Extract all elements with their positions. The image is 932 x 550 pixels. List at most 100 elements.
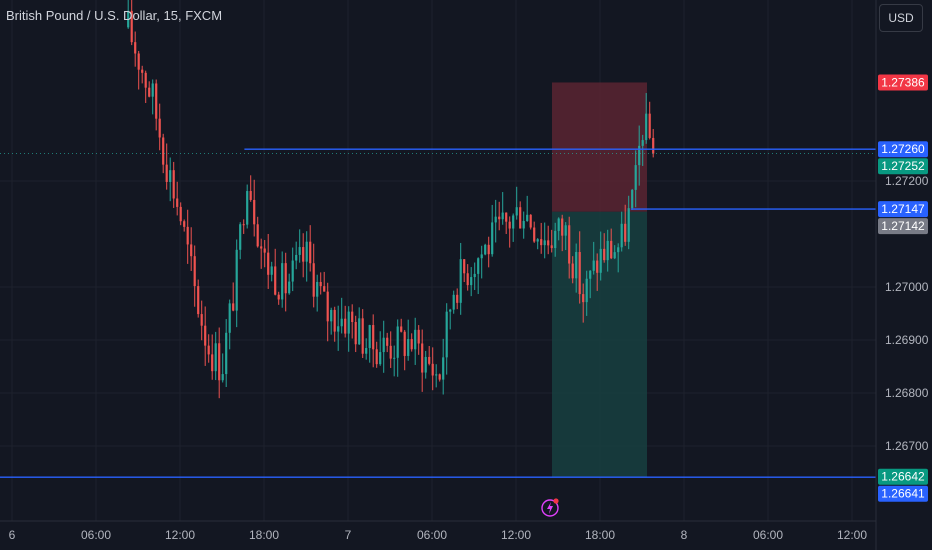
candle[interactable] <box>200 300 203 341</box>
candle[interactable] <box>627 195 630 250</box>
candle[interactable] <box>274 248 277 296</box>
horizontal-lines[interactable] <box>0 148 876 478</box>
candle[interactable] <box>575 243 578 293</box>
candle[interactable] <box>414 317 417 365</box>
candle[interactable] <box>561 214 564 252</box>
candle[interactable] <box>246 184 249 229</box>
candle[interactable] <box>295 241 298 270</box>
candle[interactable] <box>277 291 280 305</box>
candle[interactable] <box>260 238 263 269</box>
candle[interactable] <box>459 242 462 315</box>
candle[interactable] <box>316 274 319 312</box>
candle[interactable] <box>158 103 161 151</box>
candle[interactable] <box>386 332 389 353</box>
candle[interactable] <box>494 199 497 243</box>
candle[interactable] <box>638 125 641 186</box>
candle[interactable] <box>585 270 588 316</box>
candle[interactable] <box>319 272 322 295</box>
candle[interactable] <box>554 222 557 257</box>
candle[interactable] <box>214 331 217 381</box>
currency-button[interactable]: USD <box>879 4 923 32</box>
candle[interactable] <box>424 350 427 379</box>
candle[interactable] <box>235 239 238 328</box>
candle[interactable] <box>613 245 616 260</box>
candle[interactable] <box>519 201 522 229</box>
candle[interactable] <box>571 256 574 284</box>
candle[interactable] <box>183 219 186 232</box>
candle[interactable] <box>620 211 623 252</box>
candle[interactable] <box>512 213 515 242</box>
candle[interactable] <box>606 229 609 272</box>
candle[interactable] <box>382 320 385 373</box>
candle[interactable] <box>211 334 214 380</box>
candle[interactable] <box>162 133 165 174</box>
candle[interactable] <box>501 192 504 225</box>
candle[interactable] <box>487 236 490 268</box>
candle[interactable] <box>197 279 200 318</box>
candle[interactable] <box>641 134 644 166</box>
candle[interactable] <box>242 219 245 234</box>
candle[interactable] <box>421 329 424 392</box>
candle[interactable] <box>648 101 651 140</box>
candle[interactable] <box>631 188 634 210</box>
candle[interactable] <box>410 333 413 352</box>
candle[interactable] <box>288 273 291 295</box>
candle[interactable] <box>428 345 431 366</box>
candle[interactable] <box>400 318 403 333</box>
candle[interactable] <box>610 228 613 260</box>
candle[interactable] <box>550 229 553 253</box>
candle[interactable] <box>309 225 312 272</box>
lightning-icon[interactable] <box>540 496 562 518</box>
candle[interactable] <box>326 282 329 342</box>
candle[interactable] <box>134 31 137 67</box>
candle[interactable] <box>347 306 350 352</box>
candle[interactable] <box>438 373 441 382</box>
candle[interactable] <box>582 283 585 323</box>
candle[interactable] <box>543 222 546 259</box>
candle[interactable] <box>305 231 308 282</box>
candle[interactable] <box>263 240 266 268</box>
candle[interactable] <box>144 70 147 103</box>
candle[interactable] <box>652 128 655 158</box>
candle[interactable] <box>515 186 518 220</box>
candle[interactable] <box>449 308 452 330</box>
candle[interactable] <box>141 65 144 84</box>
candle[interactable] <box>617 243 620 273</box>
candle[interactable] <box>624 204 627 246</box>
candle[interactable] <box>330 307 333 335</box>
candle[interactable] <box>431 347 434 391</box>
candle[interactable] <box>148 81 151 98</box>
candle[interactable] <box>249 175 252 202</box>
candle[interactable] <box>239 222 242 260</box>
candle[interactable] <box>179 202 182 226</box>
candle[interactable] <box>302 233 305 278</box>
candle[interactable] <box>190 227 193 271</box>
candle[interactable] <box>403 329 406 371</box>
candle[interactable] <box>491 204 494 257</box>
candle[interactable] <box>155 79 158 131</box>
candle[interactable] <box>498 201 501 231</box>
candle[interactable] <box>225 319 228 388</box>
candle[interactable] <box>165 143 168 190</box>
candle[interactable] <box>337 305 340 351</box>
candle[interactable] <box>358 307 361 345</box>
candle[interactable] <box>417 325 420 355</box>
candle[interactable] <box>596 253 599 291</box>
candle[interactable] <box>207 334 210 363</box>
candle[interactable] <box>407 319 410 361</box>
candle[interactable] <box>508 216 511 248</box>
candle[interactable] <box>463 259 466 283</box>
candle[interactable] <box>603 233 606 263</box>
candle[interactable] <box>137 50 140 90</box>
candle[interactable] <box>456 288 459 310</box>
candle[interactable] <box>281 251 284 308</box>
candle[interactable] <box>186 209 189 264</box>
candle[interactable] <box>379 331 382 366</box>
candle[interactable] <box>452 290 455 314</box>
candle[interactable] <box>298 229 301 263</box>
candle[interactable] <box>435 364 438 388</box>
candle[interactable] <box>568 216 571 279</box>
candle[interactable] <box>529 214 532 230</box>
candle[interactable] <box>169 157 172 202</box>
